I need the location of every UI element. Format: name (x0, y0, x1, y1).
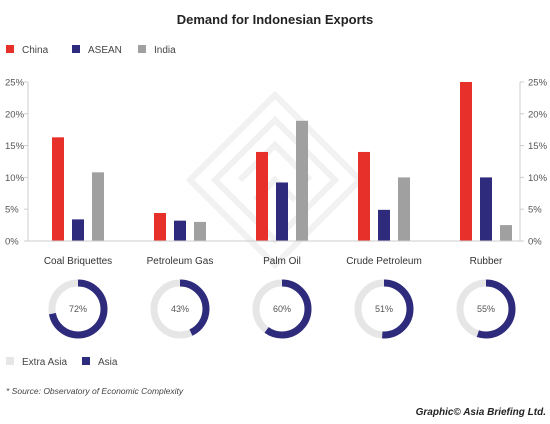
bar-india-rubber (500, 225, 512, 241)
category-label: Rubber (470, 256, 503, 267)
bar-china-crude-petroleum (358, 151, 370, 241)
bars-group (52, 82, 512, 241)
y-tick-label-left: 20% (5, 109, 25, 120)
bar-india-coal-briquettes (92, 172, 104, 241)
bar-china-petroleum-gas (154, 213, 166, 241)
legend-swatch-india (138, 45, 146, 53)
category-label: Palm Oil (263, 256, 301, 267)
y-tick-label-left: 5% (5, 205, 19, 216)
y-tick-label-right: 20% (528, 109, 548, 120)
watermark-logo (185, 90, 365, 270)
bar-asean-crude-petroleum (378, 209, 390, 241)
y-axis-right: 0% 5% 10% 15% 20% 25% (519, 78, 548, 248)
category-label: Coal Briquettes (44, 256, 112, 267)
bar-india-palm-oil (296, 120, 308, 241)
y-tick-label-right: 15% (528, 141, 548, 152)
donut-value-label: 55% (477, 304, 495, 314)
bar-asean-petroleum-gas (174, 220, 186, 241)
bar-china-coal-briquettes (52, 137, 64, 241)
category-labels: Coal Briquettes Petroleum Gas Palm Oil Crud… (44, 256, 503, 267)
donut-value-label: 51% (375, 304, 393, 314)
series-legend: China ASEAN India (6, 45, 176, 56)
donut-legend-label-asia: Asia (98, 357, 118, 368)
legend-label-asean: ASEAN (88, 45, 122, 56)
bar-asean-coal-briquettes (72, 219, 84, 241)
legend-swatch-china (6, 45, 14, 53)
donut-value-label: 43% (171, 304, 189, 314)
donut-legend-label-extra-asia: Extra Asia (22, 357, 67, 368)
y-tick-label-right: 0% (528, 237, 542, 248)
y-axis-left: 0% 5% 10% 15% 20% 25% (5, 78, 29, 248)
donut-legend: Extra Asia Asia (6, 357, 118, 368)
y-tick-label-left: 0% (5, 237, 19, 248)
y-tick-label-right: 10% (528, 173, 548, 184)
legend-label-india: India (154, 45, 176, 56)
donut-arc-asia (354, 279, 414, 339)
source-note: * Source: Observatory of Economic Comple… (6, 386, 184, 396)
bar-china-palm-oil (256, 151, 268, 241)
donut-arc-asia (456, 279, 516, 339)
bar-india-crude-petroleum (398, 177, 410, 241)
legend-swatch-asean (72, 45, 80, 53)
donut-value-label: 72% (69, 304, 87, 314)
donut-arc-asia (48, 279, 108, 339)
donut-legend-swatch-asia (82, 357, 90, 365)
bar-asean-rubber (480, 177, 492, 241)
chart-title: Demand for Indonesian Exports (177, 12, 373, 27)
y-tick-label-left: 25% (5, 78, 25, 89)
y-tick-label-left: 15% (5, 141, 25, 152)
y-tick-label-right: 25% (528, 78, 548, 89)
donut-legend-swatch-extra-asia (6, 357, 14, 365)
credit-note: Graphic© Asia Briefing Ltd. (416, 407, 546, 418)
bar-asean-palm-oil (276, 182, 288, 241)
y-tick-label-right: 5% (528, 205, 542, 216)
donut-arc-asia (150, 279, 210, 339)
bar-india-petroleum-gas (194, 221, 206, 241)
legend-label-china: China (22, 45, 49, 56)
donuts-group: 72% 43% 60% 51% 55% (48, 279, 516, 339)
category-label: Crude Petroleum (346, 256, 422, 267)
category-label: Petroleum Gas (147, 256, 214, 267)
donut-value-label: 60% (273, 304, 291, 314)
y-tick-label-left: 10% (5, 173, 25, 184)
bar-china-rubber (460, 82, 472, 241)
donut-arc-asia (252, 279, 312, 339)
